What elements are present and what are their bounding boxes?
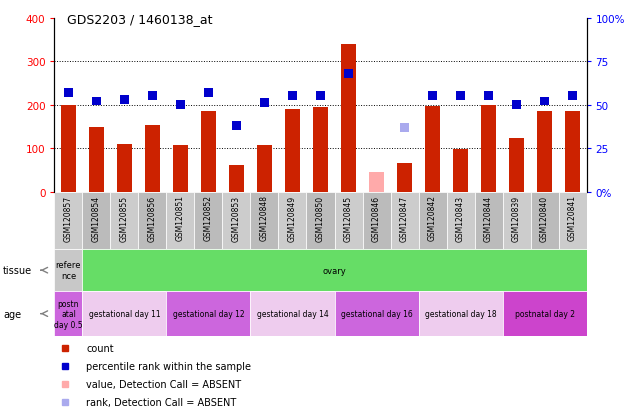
Bar — [313, 107, 328, 192]
Bar — [278, 192, 306, 250]
Bar — [251, 291, 335, 337]
Text: postnatal day 2: postnatal day 2 — [515, 309, 574, 318]
Text: GSM120854: GSM120854 — [92, 195, 101, 241]
Bar — [222, 192, 251, 250]
Bar — [167, 192, 194, 250]
Bar — [251, 192, 278, 250]
Point — [483, 93, 494, 100]
Point — [539, 99, 549, 105]
Bar — [503, 291, 587, 337]
Bar — [257, 145, 272, 192]
Bar — [481, 105, 496, 192]
Bar — [425, 107, 440, 192]
Bar — [419, 192, 447, 250]
Bar — [363, 192, 390, 250]
Bar — [285, 109, 300, 192]
Bar — [397, 164, 412, 192]
Bar — [54, 192, 83, 250]
Point — [147, 93, 158, 100]
Text: count: count — [87, 343, 114, 353]
Text: value, Detection Call = ABSENT: value, Detection Call = ABSENT — [87, 379, 242, 389]
Bar — [83, 192, 110, 250]
Bar — [447, 192, 474, 250]
Point — [315, 93, 326, 100]
Bar — [565, 112, 580, 192]
Point — [203, 90, 213, 97]
Bar — [173, 145, 188, 192]
Text: GSM120856: GSM120856 — [148, 195, 157, 241]
Text: gestational day 14: gestational day 14 — [256, 309, 328, 318]
Text: gestational day 18: gestational day 18 — [425, 309, 496, 318]
Point — [455, 93, 465, 100]
Text: postn
atal
day 0.5: postn atal day 0.5 — [54, 299, 83, 329]
Bar — [558, 192, 587, 250]
Text: gestational day 12: gestational day 12 — [172, 309, 244, 318]
Point — [92, 99, 102, 105]
Text: GSM120844: GSM120844 — [484, 195, 493, 241]
Text: GSM120840: GSM120840 — [540, 195, 549, 241]
Bar — [419, 291, 503, 337]
Point — [287, 93, 297, 100]
Bar — [453, 150, 468, 192]
Text: GSM120846: GSM120846 — [372, 195, 381, 241]
Bar — [229, 166, 244, 192]
Bar — [138, 192, 167, 250]
Point — [344, 71, 354, 77]
Text: GSM120845: GSM120845 — [344, 195, 353, 241]
Bar — [369, 173, 384, 192]
Point — [399, 125, 410, 131]
Point — [63, 90, 74, 97]
Text: ovary: ovary — [322, 266, 346, 275]
Bar — [537, 112, 552, 192]
Text: age: age — [3, 309, 21, 319]
Bar — [201, 112, 216, 192]
Bar — [335, 192, 363, 250]
Bar — [335, 291, 419, 337]
Bar — [306, 192, 335, 250]
Text: GSM120842: GSM120842 — [428, 195, 437, 241]
Text: GSM120855: GSM120855 — [120, 195, 129, 241]
Point — [567, 93, 578, 100]
Point — [176, 102, 186, 109]
Bar — [145, 126, 160, 192]
Point — [428, 93, 438, 100]
Bar — [89, 128, 104, 192]
Bar — [167, 291, 251, 337]
Bar — [61, 105, 76, 192]
Text: GSM120848: GSM120848 — [260, 195, 269, 241]
Bar — [117, 145, 132, 192]
Bar — [341, 45, 356, 192]
Text: rank, Detection Call = ABSENT: rank, Detection Call = ABSENT — [87, 396, 237, 406]
Bar — [83, 291, 167, 337]
Bar — [531, 192, 558, 250]
Text: GSM120852: GSM120852 — [204, 195, 213, 241]
Bar — [110, 192, 138, 250]
Bar — [194, 192, 222, 250]
Text: tissue: tissue — [3, 266, 32, 275]
Text: GSM120849: GSM120849 — [288, 195, 297, 241]
Text: GSM120847: GSM120847 — [400, 195, 409, 241]
Point — [231, 123, 242, 129]
Text: gestational day 16: gestational day 16 — [340, 309, 412, 318]
Text: GSM120851: GSM120851 — [176, 195, 185, 241]
Text: refere
nce: refere nce — [56, 261, 81, 280]
Bar — [54, 291, 83, 337]
Text: GSM120841: GSM120841 — [568, 195, 577, 241]
Text: GSM120853: GSM120853 — [232, 195, 241, 241]
Point — [260, 100, 270, 107]
Text: GSM120850: GSM120850 — [316, 195, 325, 241]
Bar — [54, 250, 83, 291]
Text: GSM120839: GSM120839 — [512, 195, 521, 241]
Text: gestational day 11: gestational day 11 — [88, 309, 160, 318]
Text: percentile rank within the sample: percentile rank within the sample — [87, 361, 251, 370]
Bar — [474, 192, 503, 250]
Text: GDS2203 / 1460138_at: GDS2203 / 1460138_at — [67, 13, 213, 26]
Bar — [390, 192, 419, 250]
Point — [512, 102, 522, 109]
Bar — [509, 139, 524, 192]
Text: GSM120857: GSM120857 — [64, 195, 73, 241]
Text: GSM120843: GSM120843 — [456, 195, 465, 241]
Bar — [503, 192, 531, 250]
Point — [119, 97, 129, 103]
